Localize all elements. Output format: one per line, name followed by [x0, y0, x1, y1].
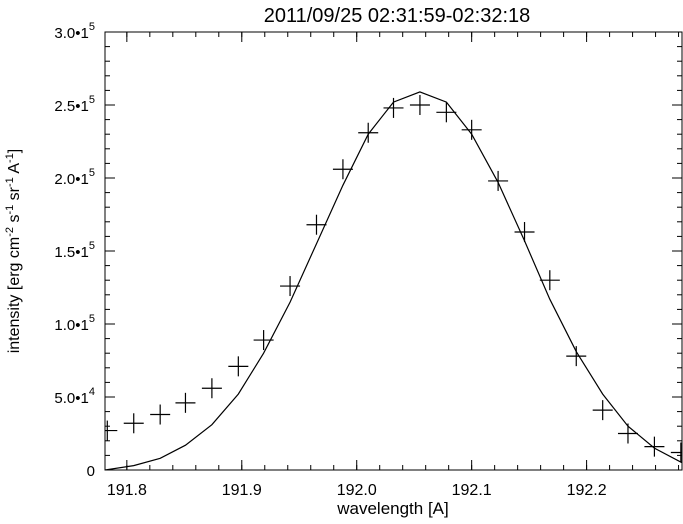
y-label-text: intensity [erg cm	[6, 237, 23, 353]
x-tick-label: 192.1	[452, 482, 492, 499]
data-point-plus	[409, 95, 430, 115]
y-tick-mantissa: 0	[87, 463, 95, 480]
data-point-plus	[201, 378, 222, 399]
y-label-text: ]	[6, 149, 23, 153]
y-tick-exponent: 5	[89, 313, 95, 325]
data-point-plus	[228, 356, 249, 377]
model-fit-line	[105, 91, 682, 470]
y-tick-label: 5.0•14	[54, 386, 95, 407]
y-label-text: sr	[6, 186, 23, 204]
x-tick-label: 192.2	[567, 482, 607, 499]
plot-area	[105, 91, 682, 470]
y-tick-label: 1.0•15	[54, 313, 95, 334]
data-point-plus	[566, 346, 587, 367]
x-tick-label: 192.0	[337, 482, 377, 499]
data-point-plus	[105, 420, 118, 441]
x-tick-label: 191.8	[107, 482, 147, 499]
y-tick-mantissa: 1.0•1	[54, 317, 88, 334]
data-point-plus	[306, 214, 327, 235]
data-point-plus	[358, 122, 379, 143]
data-point-plus	[332, 159, 353, 180]
y-tick-mantissa: 3.0•1	[54, 25, 88, 42]
y-axis: 05.0•141.0•151.5•152.0•152.5•153.0•15	[54, 21, 682, 480]
data-point-plus	[461, 119, 482, 140]
y-tick-label: 0	[87, 463, 95, 480]
data-point-plus	[488, 170, 509, 191]
y-label-superscript: -2	[4, 227, 16, 237]
y-tick-mantissa: 5.0•1	[54, 390, 88, 407]
data-point-plus	[670, 442, 682, 463]
data-point-plus	[644, 436, 665, 457]
y-tick-mantissa: 2.5•1	[54, 98, 88, 115]
data-point-plus	[539, 270, 560, 291]
y-tick-exponent: 5	[89, 167, 95, 179]
y-tick-label: 2.0•15	[54, 167, 95, 188]
y-label-superscript: -1	[4, 205, 16, 215]
y-tick-exponent: 4	[89, 386, 95, 398]
y-tick-label: 2.5•15	[54, 94, 95, 115]
y-axis-label: intensity [erg cm-2 s-1 sr-1 A-1]	[4, 149, 23, 354]
y-label-text: A	[6, 163, 23, 178]
x-axis-label: wavelength [A]	[336, 499, 449, 518]
series-layer	[105, 91, 682, 470]
y-label-text: s	[6, 215, 23, 227]
data-point-plus	[175, 392, 196, 413]
y-tick-exponent: 5	[89, 94, 95, 106]
plot-frame	[104, 31, 683, 471]
data-point-plus	[150, 404, 171, 425]
y-tick-label: 1.5•15	[54, 240, 95, 261]
y-tick-mantissa: 1.5•1	[54, 244, 88, 261]
x-axis: 191.8 191.9 192.0 192.1 192.2	[107, 32, 680, 499]
data-point-plus	[592, 400, 613, 421]
y-label-superscript: -1	[4, 177, 16, 187]
y-label-superscript: -1	[4, 153, 16, 163]
data-point-plus	[436, 102, 457, 123]
x-tick-label: 191.9	[222, 482, 262, 499]
data-point-plus	[514, 222, 535, 243]
data-point-plus	[123, 413, 144, 434]
y-tick-mantissa: 2.0•1	[54, 171, 88, 188]
y-tick-exponent: 5	[89, 21, 95, 33]
y-tick-label: 3.0•15	[54, 21, 95, 42]
y-tick-exponent: 5	[89, 240, 95, 252]
chart-title: 2011/09/25 02:31:59-02:32:18	[264, 5, 531, 27]
data-point-plus	[383, 97, 404, 118]
